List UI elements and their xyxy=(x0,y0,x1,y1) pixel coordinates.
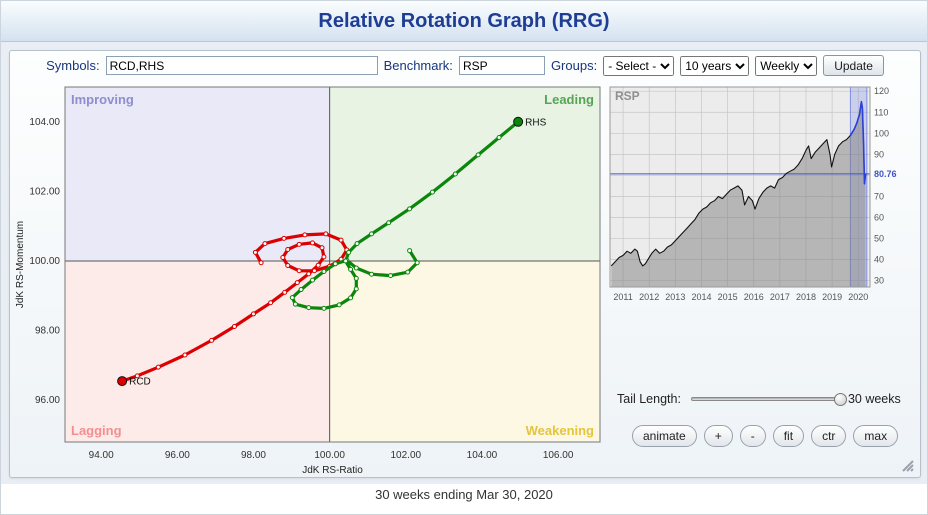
svg-text:RSP: RSP xyxy=(615,89,640,103)
symbols-input[interactable] xyxy=(105,56,378,75)
rrg-chart[interactable]: Improving Leading Lagging Weakening 94.00 96.… xyxy=(11,79,611,481)
svg-text:98.00: 98.00 xyxy=(241,450,266,461)
svg-text:JdK RS-Momentum: JdK RS-Momentum xyxy=(15,221,26,308)
svg-text:96.00: 96.00 xyxy=(165,450,190,461)
svg-text:60: 60 xyxy=(874,213,884,223)
svg-text:Improving: Improving xyxy=(71,92,134,107)
svg-text:96.00: 96.00 xyxy=(35,395,60,406)
svg-text:106.00: 106.00 xyxy=(543,450,574,461)
svg-text:102.00: 102.00 xyxy=(29,186,60,197)
svg-text:70: 70 xyxy=(874,191,884,201)
svg-text:2016: 2016 xyxy=(744,292,764,302)
toolbar: Symbols: Benchmark: Groups: - Select - 1… xyxy=(10,55,920,76)
interval-select[interactable]: Weekly xyxy=(755,55,818,76)
benchmark-input[interactable] xyxy=(458,56,545,75)
tail-length-slider[interactable] xyxy=(690,393,847,406)
svg-text:2020: 2020 xyxy=(848,292,868,302)
svg-text:JdK RS-Ratio: JdK RS-Ratio xyxy=(302,465,363,476)
svg-text:100.00: 100.00 xyxy=(29,256,60,267)
update-button[interactable]: Update xyxy=(823,55,884,76)
fit-button[interactable]: fit xyxy=(772,425,805,447)
tail-length-value: 30 weeks xyxy=(847,392,901,406)
svg-text:100: 100 xyxy=(874,128,889,138)
svg-text:30: 30 xyxy=(874,276,884,286)
svg-text:94.00: 94.00 xyxy=(89,450,114,461)
svg-text:2011: 2011 xyxy=(613,292,632,302)
groups-select[interactable]: - Select - xyxy=(603,55,675,76)
symbols-label: Symbols: xyxy=(46,58,100,73)
svg-text:2019: 2019 xyxy=(822,292,842,302)
benchmark-label: Benchmark: xyxy=(383,58,453,73)
center-button[interactable]: ctr xyxy=(811,425,847,447)
svg-text:90: 90 xyxy=(874,149,884,159)
svg-text:Lagging: Lagging xyxy=(71,423,122,438)
svg-text:98.00: 98.00 xyxy=(35,326,60,337)
benchmark-chart: RSP 30 40 50 60 70 90 100 110 120 80.76 2011 2012 201… xyxy=(609,86,897,302)
app-header: Relative Rotation Graph (RRG) xyxy=(1,1,927,42)
max-button[interactable]: max xyxy=(853,425,899,447)
tail-length-slider-handle[interactable] xyxy=(833,393,847,406)
svg-text:2015: 2015 xyxy=(718,292,738,302)
tail-length-control: Tail Length: 30 weeks xyxy=(617,392,901,406)
groups-label: Groups: xyxy=(550,58,598,73)
period-select[interactable]: 10 years xyxy=(680,55,750,76)
svg-text:100.00: 100.00 xyxy=(314,450,345,461)
animate-button[interactable]: animate xyxy=(632,425,697,447)
zoom-in-button[interactable]: + xyxy=(703,425,733,447)
resize-handle-icon[interactable] xyxy=(900,458,914,472)
svg-text:120: 120 xyxy=(874,86,889,96)
main-panel: Symbols: Benchmark: Groups: - Select - 1… xyxy=(9,50,921,478)
svg-text:Weakening: Weakening xyxy=(526,423,594,438)
svg-text:50: 50 xyxy=(874,234,884,244)
svg-text:2018: 2018 xyxy=(796,292,816,302)
chart-controls: animate + - fit ctr max xyxy=(632,425,899,447)
svg-text:40: 40 xyxy=(874,255,884,265)
svg-text:2013: 2013 xyxy=(665,292,685,302)
svg-text:102.00: 102.00 xyxy=(391,450,422,461)
svg-text:104.00: 104.00 xyxy=(467,450,498,461)
svg-text:RCD: RCD xyxy=(129,377,151,388)
date-range-text: 30 weeks ending Mar 30, 2020 xyxy=(375,487,553,502)
tail-length-label: Tail Length: xyxy=(617,392,681,406)
svg-text:110: 110 xyxy=(874,107,888,117)
svg-text:Leading: Leading xyxy=(544,92,594,107)
svg-text:2017: 2017 xyxy=(770,292,790,302)
svg-text:80.76: 80.76 xyxy=(874,169,897,179)
svg-text:104.00: 104.00 xyxy=(29,117,60,128)
page-title: Relative Rotation Graph (RRG) xyxy=(318,10,610,32)
svg-text:2014: 2014 xyxy=(691,292,711,302)
svg-text:2012: 2012 xyxy=(639,292,659,302)
zoom-out-button[interactable]: - xyxy=(739,425,766,447)
svg-text:RHS: RHS xyxy=(525,117,546,128)
